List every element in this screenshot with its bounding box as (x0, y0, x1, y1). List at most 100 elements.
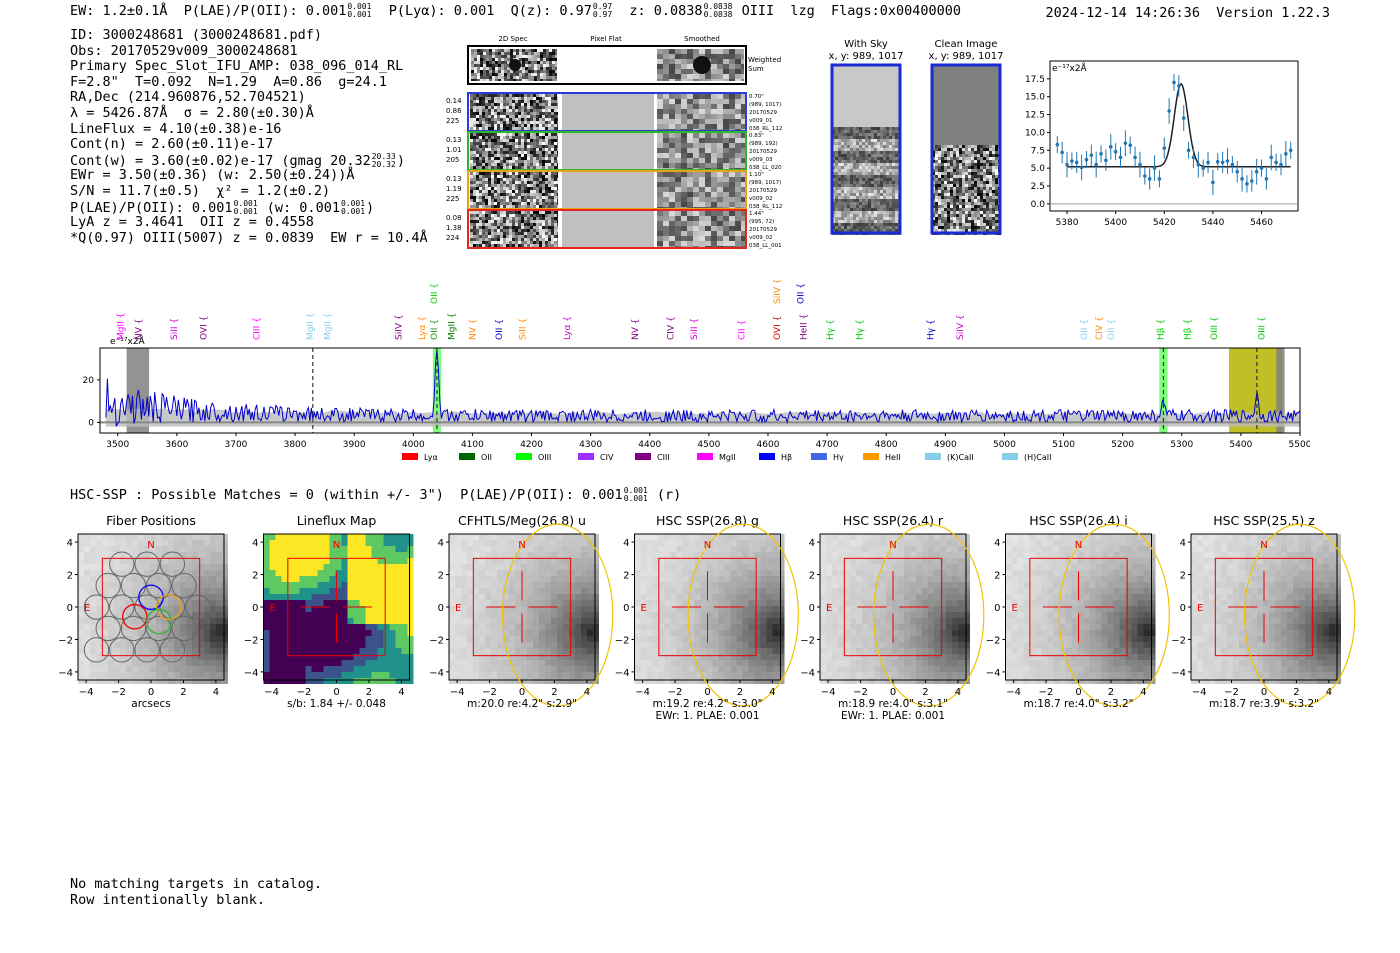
pixel (114, 600, 120, 606)
pixel (506, 142, 509, 145)
pixel (102, 546, 108, 552)
pixel (108, 600, 114, 606)
pixel (880, 166, 883, 169)
pixel (509, 217, 512, 220)
pixel (705, 158, 711, 163)
pixel (856, 133, 859, 136)
pixel (717, 74, 723, 79)
pixel (78, 588, 84, 594)
pixel (944, 169, 947, 172)
clean-image-title: Clean Image (935, 39, 998, 50)
pixel (741, 129, 745, 130)
pixel (503, 211, 506, 214)
pixel (536, 133, 539, 136)
pixel (741, 49, 744, 54)
pixel (663, 192, 669, 197)
zoom-data-point (1211, 180, 1215, 185)
pixel (528, 79, 531, 81)
pixel (723, 114, 729, 119)
pixel (491, 157, 494, 160)
pixel (877, 130, 880, 133)
pixel (506, 238, 509, 241)
pixel (495, 64, 498, 67)
pixel (494, 232, 497, 235)
pixel (853, 166, 856, 169)
pixel (699, 182, 705, 187)
pixel (495, 52, 498, 55)
pixel (96, 570, 102, 576)
pixel (883, 175, 886, 178)
pixel (717, 221, 723, 226)
pixel (482, 205, 485, 208)
pixel (663, 49, 669, 54)
pixel (847, 208, 850, 211)
pixel (675, 168, 681, 169)
pixel (741, 216, 745, 221)
pixel (506, 211, 509, 214)
pixel (554, 97, 557, 100)
pixel (850, 157, 853, 160)
pixel (669, 148, 675, 153)
pixel (959, 166, 962, 169)
pixel (497, 193, 500, 196)
pixel (953, 175, 956, 178)
pixel (965, 226, 968, 229)
pixel (533, 94, 536, 97)
pixel (473, 151, 476, 154)
pixel (548, 124, 551, 127)
pixel (983, 172, 986, 175)
pixel (962, 169, 965, 172)
pixel (545, 199, 548, 202)
pixel (525, 70, 528, 73)
pixel (524, 217, 527, 220)
pixel (950, 178, 953, 181)
pixel (168, 588, 174, 594)
pixel (980, 217, 983, 220)
pixel (476, 121, 479, 124)
pixel (693, 236, 699, 241)
pixel (723, 192, 729, 197)
pixel (527, 187, 530, 190)
pixel (856, 190, 859, 193)
pixel (995, 220, 998, 223)
pixel (536, 202, 539, 205)
pixel (515, 196, 518, 199)
pixel (477, 79, 480, 81)
pixel (488, 205, 491, 208)
pixel (470, 187, 473, 190)
pixel (539, 172, 542, 175)
pixel (938, 223, 941, 226)
pixel (557, 172, 558, 175)
pixel (693, 216, 699, 221)
pixel (489, 61, 492, 64)
pixel (983, 211, 986, 214)
pixel (687, 192, 693, 197)
pixel (533, 178, 536, 181)
pixel (138, 552, 144, 558)
pixel (494, 220, 497, 223)
pixel (507, 58, 510, 61)
pixel (693, 246, 699, 247)
pixel (965, 160, 968, 163)
pixel (956, 223, 959, 226)
pixel (132, 540, 138, 546)
pixel (500, 118, 503, 121)
pixel (711, 99, 717, 104)
pixel (741, 119, 745, 124)
pixel (968, 193, 971, 196)
pixel (512, 175, 515, 178)
pixel (524, 244, 527, 247)
pixel (527, 118, 530, 121)
pixel (138, 642, 144, 648)
pixel (287, 558, 294, 564)
pixel (506, 151, 509, 154)
pixel (222, 606, 228, 612)
pixel (856, 172, 859, 175)
pixel (850, 226, 853, 229)
info-cont-w: Cont(w) = 3.60(±0.02)e-17 (gmag 20.32 20.… (70, 152, 428, 168)
pixel (500, 184, 503, 187)
pixel (986, 160, 989, 163)
emission-line-label: SiII { (170, 318, 180, 340)
pixel (859, 211, 862, 214)
pixel (950, 223, 953, 226)
